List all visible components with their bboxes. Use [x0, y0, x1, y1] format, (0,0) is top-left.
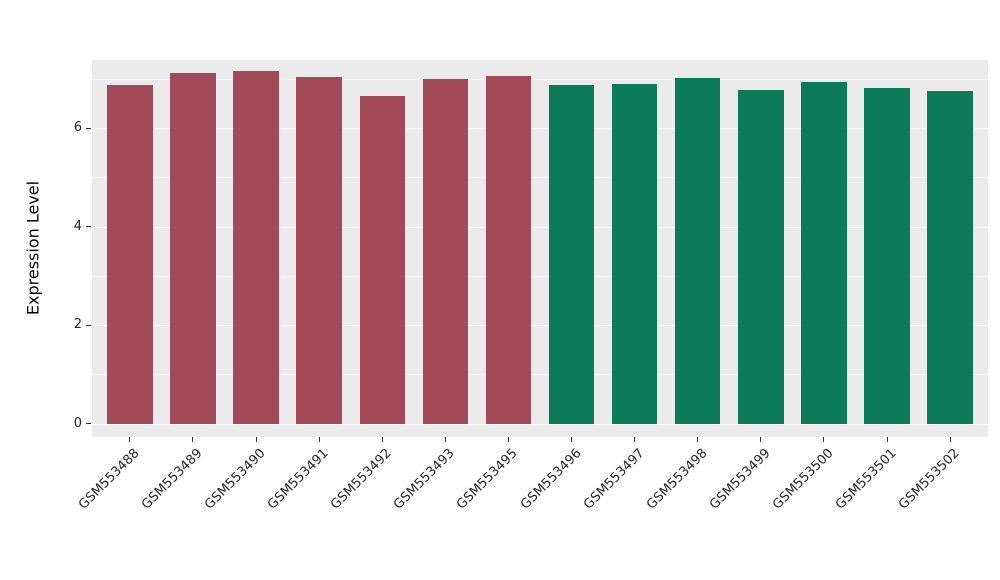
gridline-minor	[92, 374, 988, 376]
x-tick-label-GSM553496: GSM553496	[517, 446, 585, 513]
gridline-minor	[92, 275, 988, 277]
gridline-minor	[92, 177, 988, 179]
x-axis-tick	[823, 437, 825, 442]
x-axis-tick	[697, 437, 699, 442]
x-axis-tick	[129, 437, 131, 442]
y-tick-label: 0	[73, 415, 82, 431]
x-axis-tick	[381, 437, 383, 442]
y-axis-tick	[86, 226, 91, 228]
x-tick-label-GSM553497: GSM553497	[580, 446, 648, 513]
x-tick-label-GSM553498: GSM553498	[643, 446, 711, 513]
plot-panel	[92, 60, 988, 437]
bar-GSM553496	[548, 85, 595, 424]
x-axis-tick	[192, 437, 194, 442]
x-axis-tick	[318, 437, 320, 442]
y-tick-label: 6	[73, 120, 82, 135]
x-axis-tick	[949, 437, 951, 442]
y-tick-label: 2	[73, 317, 82, 333]
x-tick-label-GSM553491: GSM553491	[265, 446, 332, 513]
y-tick-label: 4	[73, 218, 82, 234]
x-axis-tick	[886, 437, 888, 442]
x-tick-label-GSM553495: GSM553495	[454, 446, 522, 513]
x-tick-label-GSM553499: GSM553499	[706, 446, 774, 513]
bar-GSM553502	[927, 91, 973, 424]
y-axis-tick	[86, 127, 91, 129]
x-tick-label-GSM553489: GSM553489	[138, 446, 206, 513]
bar-GSM553492	[359, 95, 405, 424]
x-tick-label-GSM553488: GSM553488	[75, 446, 143, 513]
x-tick-label-GSM553502: GSM553502	[896, 446, 963, 513]
x-axis-tick	[255, 437, 257, 442]
x-tick-label-GSM553500: GSM553500	[769, 446, 837, 513]
y-axis-title: Expression Level	[23, 180, 43, 316]
gridline-major	[92, 226, 988, 228]
bar-GSM553498	[675, 78, 721, 424]
gridline-major	[92, 325, 988, 327]
x-axis-tick	[444, 437, 446, 442]
x-axis-tick	[760, 437, 762, 442]
bar-GSM553501	[864, 88, 910, 424]
bar-GSM553488	[107, 85, 153, 424]
bar-GSM553489	[170, 72, 216, 424]
bar-GSM553499	[738, 90, 784, 424]
x-tick-label-GSM553493: GSM553493	[391, 446, 458, 513]
bar-GSM553495	[485, 76, 532, 424]
gridline-minor	[92, 78, 988, 80]
x-tick-label-GSM553490: GSM553490	[202, 446, 269, 513]
bar-GSM553497	[611, 84, 658, 424]
bar-GSM553493	[422, 79, 469, 424]
x-tick-label-GSM553492: GSM553492	[328, 446, 395, 513]
y-axis-tick	[86, 423, 91, 425]
bar-GSM553490	[233, 70, 279, 424]
x-axis-tick	[571, 437, 573, 442]
y-axis-tick	[86, 324, 91, 326]
gridline-major	[92, 423, 988, 425]
x-axis-tick	[507, 437, 509, 442]
gridline-major	[92, 128, 988, 129]
x-axis-tick	[634, 437, 636, 442]
bar-GSM553500	[801, 82, 847, 424]
x-tick-label-GSM553501: GSM553501	[833, 446, 900, 513]
bar-GSM553491	[296, 77, 342, 424]
